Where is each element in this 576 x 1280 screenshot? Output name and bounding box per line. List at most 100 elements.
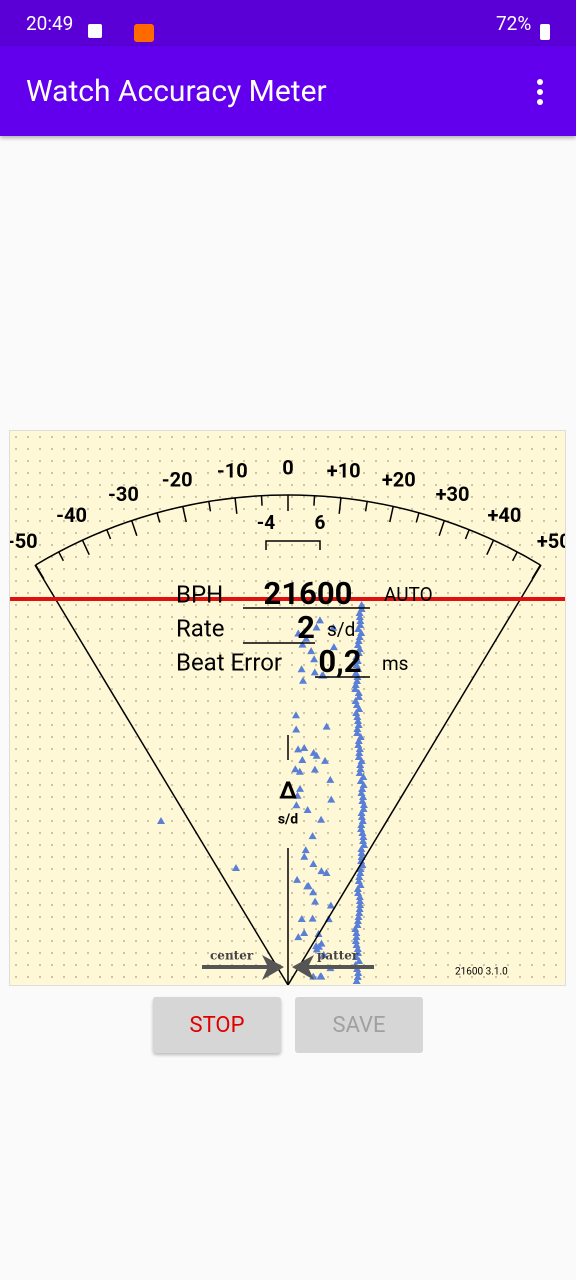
trace-point (300, 929, 309, 937)
battery: 72% (496, 12, 532, 35)
trace-point (294, 629, 303, 637)
dial-edge (34, 564, 289, 985)
trace-point (357, 821, 366, 828)
trace-point (359, 833, 368, 840)
trace-point (354, 637, 363, 644)
trace-point (292, 801, 301, 809)
trace-point (355, 613, 364, 620)
app-bar: Watch Accuracy Meter (0, 46, 576, 136)
dial-edge (287, 564, 542, 985)
trace-point (327, 795, 336, 803)
dial-tick (130, 520, 138, 536)
trace-point (358, 785, 367, 792)
dial-tick (511, 551, 518, 562)
save-button[interactable]: SAVE (295, 997, 423, 1053)
readout-value: 2 (297, 609, 315, 646)
trace-point (357, 601, 366, 608)
dial-tick (531, 564, 542, 580)
trace-point (311, 897, 320, 905)
trace-point (314, 942, 323, 950)
trace-point (317, 815, 326, 823)
scale-label: +10 (327, 458, 361, 482)
time: 20:49 (26, 12, 74, 35)
trace-point (298, 756, 307, 764)
dial-tick (486, 539, 495, 556)
trace-point (356, 865, 365, 872)
trace-point (355, 705, 364, 712)
trace-point (355, 905, 364, 912)
trace-point (319, 950, 328, 958)
trace-point (307, 647, 316, 655)
battery-icon (540, 24, 550, 40)
trace-point (300, 852, 309, 860)
scale-label: -50 (10, 529, 38, 553)
trace-point (303, 805, 312, 813)
range-label: 6 (315, 511, 326, 534)
trace-point (354, 625, 363, 632)
dial-tick (58, 551, 65, 562)
trace-point (317, 867, 326, 875)
trace-point (309, 860, 318, 868)
trace-point (356, 881, 365, 888)
dial-tick (438, 520, 446, 536)
trace-point (355, 645, 364, 652)
scale-label: -10 (217, 458, 248, 482)
readout-label: Beat Error (176, 648, 282, 676)
trace-point (353, 713, 362, 720)
trace-point (352, 977, 361, 984)
scale-label: -20 (162, 467, 193, 491)
trace-point (351, 685, 360, 692)
trace-point (353, 725, 362, 732)
trace-point (308, 832, 317, 840)
trace-point (322, 722, 331, 730)
trace-point (294, 745, 303, 753)
scale-label: 0 (282, 455, 293, 479)
trace-point (298, 640, 307, 648)
trace-point (356, 901, 365, 908)
trace-point (357, 849, 366, 856)
trace-point (353, 885, 362, 892)
trace-point (354, 693, 363, 700)
scale-label: +30 (436, 482, 470, 506)
trace-point (352, 953, 361, 960)
trace-point (351, 937, 360, 944)
readout-unit: AUTO (384, 583, 433, 606)
trace-point (355, 897, 364, 904)
trace-point (291, 765, 300, 773)
trace-point (353, 657, 362, 664)
trace-point (356, 617, 365, 624)
meter: -4 6 BPH 21600 AUTO Rate 2 s/d Beat Erro… (10, 455, 565, 985)
dial-tick (208, 501, 212, 512)
overflow-menu[interactable] (530, 78, 550, 108)
trace-point (295, 767, 304, 775)
trace-point (352, 929, 361, 936)
trace-point (353, 917, 362, 924)
trace-point (354, 969, 363, 976)
trace-point (310, 765, 319, 773)
readout-value: 21600 (264, 575, 353, 612)
readout-label: Rate (176, 614, 224, 642)
trace-point (354, 753, 363, 760)
trace-point (310, 655, 319, 663)
trace-point (309, 888, 318, 896)
trace-point (353, 945, 362, 952)
trace-point (299, 676, 308, 684)
trace-point (359, 837, 368, 844)
gallery-icon (88, 24, 102, 38)
pointer-arrow (292, 955, 314, 980)
trace-point (359, 801, 368, 808)
scale-label: +20 (382, 467, 416, 491)
trace-point (355, 749, 364, 756)
trace-point (326, 775, 335, 783)
trace-point (355, 633, 364, 640)
status-bar: 20:49 72% (0, 0, 576, 46)
trace-point (292, 725, 301, 733)
trace-point (310, 668, 319, 676)
dial-tick (260, 495, 263, 506)
version-label: 21600 3.1.0 (455, 967, 508, 978)
trace-point (352, 709, 361, 716)
stop-button[interactable]: STOP (153, 997, 281, 1053)
trace-point (302, 634, 311, 642)
dial-tick (34, 564, 45, 580)
trace-point (356, 777, 365, 784)
